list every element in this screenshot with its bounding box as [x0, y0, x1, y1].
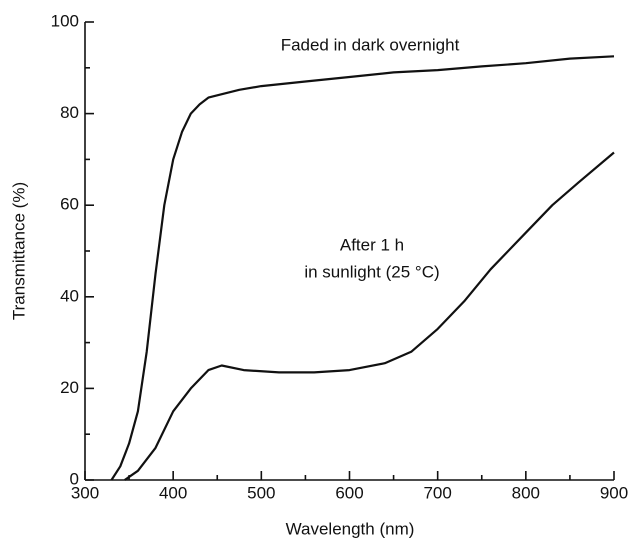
y-axis-label: Transmittance (%)	[9, 182, 28, 320]
y-tick-label: 0	[70, 469, 79, 488]
x-tick-label: 800	[512, 483, 540, 502]
y-tick-label: 20	[60, 378, 79, 397]
annotation: in sunlight (25 °C)	[304, 262, 439, 281]
annotation: After 1 h	[340, 235, 404, 254]
y-tick-label: 80	[60, 103, 79, 122]
data-line	[110, 55, 615, 481]
y-tick-label: 60	[60, 195, 79, 214]
x-tick-label: 400	[159, 483, 187, 502]
x-axis-label: Wavelength (nm)	[286, 519, 415, 538]
data-line	[124, 151, 615, 481]
x-tick-label: 700	[423, 483, 451, 502]
y-tick-label: 40	[60, 286, 79, 305]
x-tick-label: 500	[247, 483, 275, 502]
x-tick-label: 300	[71, 483, 99, 502]
x-tick-label: 900	[600, 483, 628, 502]
x-tick-label: 600	[335, 483, 363, 502]
annotation: Faded in dark overnight	[281, 35, 460, 54]
y-tick-label: 100	[51, 11, 79, 30]
